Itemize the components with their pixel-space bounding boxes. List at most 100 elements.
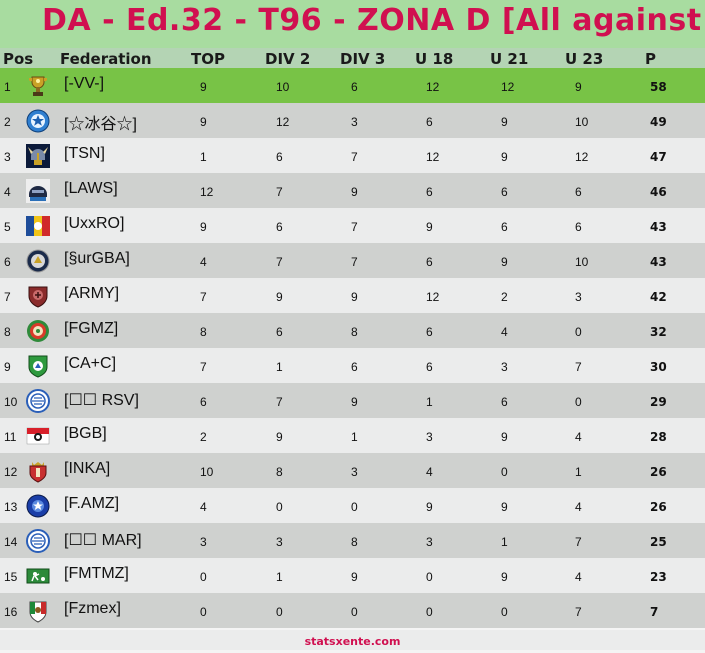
table-row[interactable]: 10 [☐☐ RSV] 6 7 9 1 6 0 29 xyxy=(0,383,705,418)
blue-ring-crest-icon xyxy=(26,389,50,413)
row-federation-name[interactable]: [UxxRO] xyxy=(64,215,125,232)
row-position: 3 xyxy=(4,150,11,164)
row-federation-name[interactable]: [-VV-] xyxy=(64,75,105,92)
row-score-u18: 12 xyxy=(426,150,440,164)
table-row[interactable]: 4 [LAWS] 12 7 9 6 6 6 46 xyxy=(0,173,705,208)
table-row[interactable]: 13 [F.AMZ] 4 0 0 9 9 4 26 xyxy=(0,488,705,523)
table-row[interactable]: 9 [CA+C] 7 1 6 6 3 7 30 xyxy=(0,348,705,383)
row-score-div3: 6 xyxy=(351,360,358,374)
row-federation-name[interactable]: [F.AMZ] xyxy=(64,495,120,512)
row-score-top: 8 xyxy=(200,325,207,339)
row-score-u18: 6 xyxy=(426,325,433,339)
row-score-div2: 6 xyxy=(276,325,283,339)
row-score-div2: 6 xyxy=(276,220,283,234)
row-score-u23: 4 xyxy=(575,500,582,514)
mexico-crest-icon xyxy=(26,599,50,623)
row-score-u21: 6 xyxy=(501,395,508,409)
row-federation-name[interactable]: [☐☐ MAR] xyxy=(64,532,142,549)
row-score-u18: 3 xyxy=(426,430,433,444)
row-score-top: 9 xyxy=(200,220,207,234)
row-points: 58 xyxy=(650,80,667,94)
row-score-div3: 7 xyxy=(351,150,358,164)
header-pos[interactable]: Pos xyxy=(3,50,34,68)
row-federation-name[interactable]: [FGMZ] xyxy=(64,320,119,337)
header-points[interactable]: P xyxy=(645,50,656,68)
row-score-u18: 6 xyxy=(426,360,433,374)
header-div2[interactable]: DIV 2 xyxy=(265,50,311,68)
row-score-top: 3 xyxy=(200,535,207,549)
row-score-div3: 3 xyxy=(351,465,358,479)
table-row[interactable]: 3 [TSN] 1 6 7 12 9 12 47 xyxy=(0,138,705,173)
green-shield-icon xyxy=(26,354,50,378)
table-row[interactable]: 14 [☐☐ MAR] 3 3 8 3 1 7 25 xyxy=(0,523,705,558)
header-u23[interactable]: U 23 xyxy=(565,50,604,68)
row-federation-name[interactable]: [BGB] xyxy=(64,425,107,442)
row-federation-name[interactable]: [FMTMZ] xyxy=(64,565,129,582)
row-federation-name[interactable]: [INKA] xyxy=(64,460,111,477)
row-score-u21: 9 xyxy=(501,500,508,514)
table-row[interactable]: 7 [ARMY] 7 9 9 12 2 3 42 xyxy=(0,278,705,313)
header-u21[interactable]: U 21 xyxy=(490,50,529,68)
table-row[interactable]: 5 [UxxRO] 9 6 7 9 6 6 43 xyxy=(0,208,705,243)
table-row[interactable]: 2 [☆冰谷☆] 9 12 3 6 9 10 49 xyxy=(0,103,705,138)
row-score-top: 12 xyxy=(200,185,214,199)
row-score-div3: 7 xyxy=(351,255,358,269)
row-federation-name[interactable]: [Fzmex] xyxy=(64,600,121,617)
row-position: 7 xyxy=(4,290,11,304)
row-federation-name[interactable]: [☐☐ RSV] xyxy=(64,392,139,409)
row-federation-name[interactable]: [LAWS] xyxy=(64,180,118,197)
table-row[interactable]: 1 [-VV-] 9 10 6 12 12 9 58 xyxy=(0,68,705,103)
footer-site-link[interactable]: statsxente.com xyxy=(304,635,401,648)
row-score-u18: 6 xyxy=(426,185,433,199)
row-score-div2: 7 xyxy=(276,255,283,269)
table-row[interactable]: 15 [FMTMZ] 0 1 9 0 9 4 23 xyxy=(0,558,705,593)
trophy-logo-icon xyxy=(26,74,50,98)
row-score-top: 6 xyxy=(200,395,207,409)
header-federation[interactable]: Federation xyxy=(60,50,152,68)
header-u18[interactable]: U 18 xyxy=(415,50,454,68)
row-score-u18: 9 xyxy=(426,500,433,514)
row-score-div3: 6 xyxy=(351,80,358,94)
row-position: 16 xyxy=(4,605,18,619)
row-score-div2: 1 xyxy=(276,360,283,374)
header-top[interactable]: TOP xyxy=(191,50,225,68)
row-score-u21: 2 xyxy=(501,290,508,304)
row-score-top: 4 xyxy=(200,255,207,269)
row-score-div3: 8 xyxy=(351,325,358,339)
row-score-u23: 10 xyxy=(575,115,589,129)
table-row[interactable]: 8 [FGMZ] 8 6 8 6 4 0 32 xyxy=(0,313,705,348)
row-score-u23: 6 xyxy=(575,185,582,199)
row-score-u21: 0 xyxy=(501,605,508,619)
row-position: 10 xyxy=(4,395,18,409)
row-score-div3: 9 xyxy=(351,570,358,584)
row-position: 11 xyxy=(4,430,17,444)
viking-helmet-logo-icon xyxy=(26,144,50,168)
row-position: 2 xyxy=(4,115,11,129)
row-score-u18: 4 xyxy=(426,465,433,479)
row-score-u23: 0 xyxy=(575,395,582,409)
row-federation-name[interactable]: [§urGBA] xyxy=(64,250,130,267)
row-score-div3: 0 xyxy=(351,605,358,619)
row-score-div2: 9 xyxy=(276,430,283,444)
row-score-u21: 6 xyxy=(501,185,508,199)
row-federation-name[interactable]: [ARMY] xyxy=(64,285,120,302)
header-div3[interactable]: DIV 3 xyxy=(340,50,386,68)
row-score-top: 10 xyxy=(200,465,214,479)
row-federation-name[interactable]: [TSN] xyxy=(64,145,105,162)
row-score-u21: 6 xyxy=(501,220,508,234)
table-row[interactable]: 12 [INKA] 10 8 3 4 0 1 26 xyxy=(0,453,705,488)
army-shield-icon xyxy=(26,284,50,308)
row-federation-name[interactable]: [CA+C] xyxy=(64,355,117,372)
row-score-div3: 9 xyxy=(351,395,358,409)
row-score-div2: 1 xyxy=(276,570,283,584)
table-row[interactable]: 16 [Fzmex] 0 0 0 0 0 7 7 xyxy=(0,593,705,628)
table-row[interactable]: 6 [§urGBA] 4 7 7 6 9 10 43 xyxy=(0,243,705,278)
row-federation-name[interactable]: [☆冰谷☆] xyxy=(64,116,137,133)
row-position: 8 xyxy=(4,325,11,339)
row-score-div2: 12 xyxy=(276,115,290,129)
helmet-logo-icon xyxy=(26,179,50,203)
row-score-u23: 6 xyxy=(575,220,582,234)
row-score-u23: 7 xyxy=(575,360,582,374)
table-row[interactable]: 11 [BGB] 2 9 1 3 9 4 28 xyxy=(0,418,705,453)
row-points: 26 xyxy=(650,500,667,514)
